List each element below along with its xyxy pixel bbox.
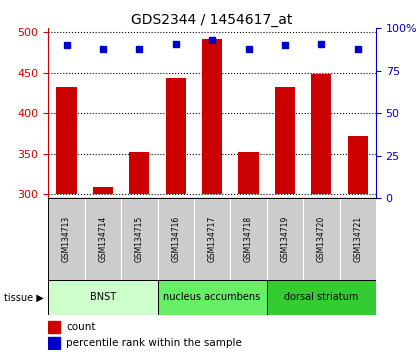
Bar [129, 152, 150, 194]
Bar [57, 87, 76, 194]
Bar [202, 39, 222, 194]
Bar [48, 280, 158, 315]
Text: GSM134720: GSM134720 [317, 216, 326, 262]
Bar [85, 198, 121, 280]
Text: dorsal striatum: dorsal striatum [284, 292, 359, 302]
Text: GSM134721: GSM134721 [353, 216, 362, 262]
Bar [311, 74, 331, 194]
Text: percentile rank within the sample: percentile rank within the sample [66, 338, 242, 348]
Text: count: count [66, 322, 96, 332]
Text: GSM134717: GSM134717 [207, 216, 217, 262]
Bar [121, 198, 158, 280]
Text: GSM134719: GSM134719 [281, 216, 289, 262]
Text: tissue ▶: tissue ▶ [4, 292, 44, 302]
Bar [48, 337, 60, 349]
Bar [194, 198, 230, 280]
Bar [48, 321, 60, 333]
Bar [165, 78, 186, 194]
Text: GSM134715: GSM134715 [135, 216, 144, 262]
Title: GDS2344 / 1454617_at: GDS2344 / 1454617_at [131, 13, 293, 27]
Text: nucleus accumbens: nucleus accumbens [163, 292, 261, 302]
Text: GSM134713: GSM134713 [62, 216, 71, 262]
Text: GSM134718: GSM134718 [244, 216, 253, 262]
Bar [158, 280, 267, 315]
Text: GSM134716: GSM134716 [171, 216, 180, 262]
Bar [339, 198, 376, 280]
Text: BNST: BNST [90, 292, 116, 302]
Bar [158, 198, 194, 280]
Bar [303, 198, 339, 280]
Bar [348, 136, 368, 194]
Bar [230, 198, 267, 280]
Bar [267, 280, 376, 315]
Bar [275, 87, 295, 194]
Bar [239, 152, 259, 194]
Bar [267, 198, 303, 280]
Bar [48, 198, 85, 280]
Bar [93, 187, 113, 194]
Text: GSM134714: GSM134714 [98, 216, 108, 262]
